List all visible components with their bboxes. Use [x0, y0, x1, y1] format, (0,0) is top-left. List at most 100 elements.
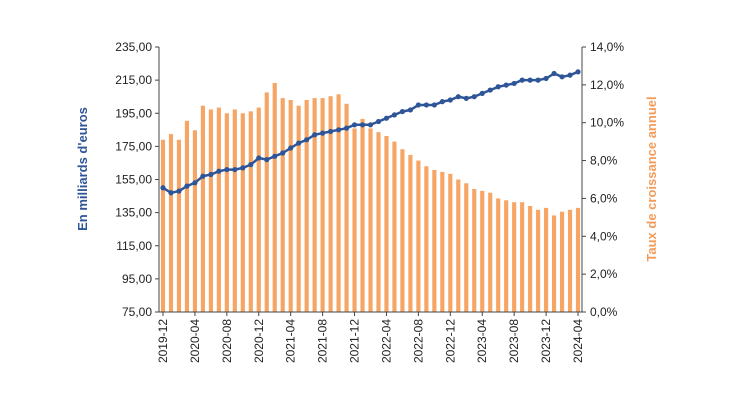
x-axis-ticks: 2019-12 2020-04 2020-08 2020-12 2021-04 2021-…: [156, 312, 585, 363]
bar-2023-09: [520, 202, 525, 312]
x-tick-label: 2020-08: [220, 319, 234, 363]
line-point-2023-12: [543, 75, 549, 82]
left-axis-ticks: 75,00 95,00 115,00 135,00 155,00 175,00 195,00…: [115, 40, 159, 319]
line-point-2022-10: [431, 102, 437, 108]
right-tick-label: 8,0%: [590, 154, 618, 168]
bar-2021-01: [264, 92, 269, 312]
line-point-2023-07: [503, 82, 509, 88]
line-point-2020-02: [176, 188, 182, 194]
right-tick-label: 4,0%: [590, 229, 618, 243]
right-axis-title: Taux de croissance annuel: [644, 96, 659, 261]
right-tick-label: 2,0%: [590, 267, 618, 281]
bar-2021-09: [328, 96, 333, 312]
bar-2024-03: [567, 209, 573, 312]
line-point-2023-02: [463, 95, 469, 101]
line-point-2021-01: [264, 157, 270, 163]
bar-2020-04: [192, 130, 197, 312]
line-point-2024-02: [559, 74, 565, 80]
bar-2023-06: [496, 198, 501, 312]
bar-2020-07: [216, 107, 221, 312]
bar-2020-02: [176, 139, 182, 312]
bar-2021-12: [352, 128, 357, 312]
x-tick-label: 2019-12: [156, 319, 170, 363]
line-point-2023-01: [455, 94, 461, 100]
line-point-2020-11: [248, 161, 254, 168]
line-point-2022-11: [439, 99, 445, 105]
bar-2020-10: [240, 113, 245, 312]
line-point-2021-08: [320, 130, 326, 136]
bar-2023-02: [464, 183, 469, 312]
right-tick-label: 6,0%: [590, 191, 618, 205]
bar-2020-03: [184, 120, 190, 312]
line-point-2023-10: [527, 77, 533, 83]
left-tick-label: 115,00: [116, 239, 152, 253]
bar-2021-07: [312, 98, 317, 312]
line-point-2021-05: [296, 140, 302, 146]
bar-2019-12: [160, 139, 166, 312]
line-point-2022-02: [367, 122, 374, 128]
bar-2023-04: [480, 190, 485, 312]
bar-2024-02: [559, 211, 565, 312]
bar-2021-10: [336, 94, 341, 312]
bar-2021-03: [280, 98, 285, 312]
line-point-2022-05: [391, 112, 398, 118]
bar-2022-12: [448, 173, 453, 312]
x-tick-label: 2021-04: [284, 319, 298, 363]
x-tick-label: 2022-04: [380, 319, 394, 363]
bar-2023-01: [456, 179, 461, 312]
line-point-2020-08: [224, 166, 230, 173]
x-tick-label: 2023-04: [475, 319, 489, 363]
bar-2022-06: [400, 149, 405, 312]
bar-2022-09: [424, 166, 429, 312]
right-axis-ticks: 0,0% 2,0% 4,0% 6,0% 8,0% 10,0% 12,0% 14,0%: [582, 40, 624, 319]
x-tick-label: 2021-08: [316, 319, 330, 363]
line-point-2023-08: [511, 80, 517, 87]
line-point-2021-03: [280, 150, 286, 156]
line-point-2022-01: [359, 122, 366, 128]
line-point-2023-11: [535, 77, 541, 83]
left-tick-label: 155,00: [115, 173, 152, 187]
bar-2022-03: [376, 132, 381, 312]
bar-2023-07: [504, 200, 509, 312]
bar-2020-05: [200, 105, 205, 312]
line-point-2022-09: [423, 102, 429, 108]
bar-2023-03: [472, 188, 477, 312]
bar-2023-10: [528, 206, 533, 312]
bar-2021-05: [296, 105, 301, 312]
left-tick-label: 235,00: [115, 40, 152, 54]
x-tick-label: 2023-08: [507, 319, 521, 363]
line-point-2022-04: [383, 115, 390, 121]
line-point-2020-01: [168, 190, 174, 196]
left-tick-label: 195,00: [115, 106, 152, 120]
line-point-2021-12: [351, 122, 358, 128]
right-tick-label: 10,0%: [590, 116, 624, 130]
bar-2022-02: [368, 128, 373, 312]
line-point-2021-06: [304, 137, 310, 143]
bar-2022-08: [416, 160, 421, 312]
bar-2023-11: [536, 209, 541, 312]
x-tick-label: 2020-12: [252, 319, 266, 363]
bar-2022-10: [432, 170, 437, 312]
x-tick-label: 2022-12: [443, 319, 457, 363]
line-point-2022-08: [415, 102, 421, 108]
line-point-2020-03: [184, 183, 190, 189]
left-tick-label: 95,00: [122, 272, 152, 286]
line-point-2019-12: [160, 185, 166, 191]
line-point-2020-07: [216, 168, 222, 174]
line-point-2020-04: [192, 180, 198, 186]
left-tick-label: 75,00: [122, 305, 152, 319]
line-point-2020-09: [232, 166, 238, 173]
left-tick-label: 135,00: [115, 206, 152, 220]
bar-2020-06: [208, 109, 213, 312]
line-point-2023-06: [495, 84, 501, 90]
bar-2022-01: [360, 118, 365, 312]
line-point-2020-06: [208, 171, 214, 178]
bar-series: [160, 82, 581, 313]
x-tick-label: 2024-04: [571, 319, 585, 363]
left-tick-label: 175,00: [115, 139, 152, 153]
line-point-2022-07: [407, 107, 414, 113]
bar-2021-04: [288, 100, 293, 312]
bar-2021-02: [272, 82, 277, 312]
bar-2024-01: [551, 215, 557, 312]
